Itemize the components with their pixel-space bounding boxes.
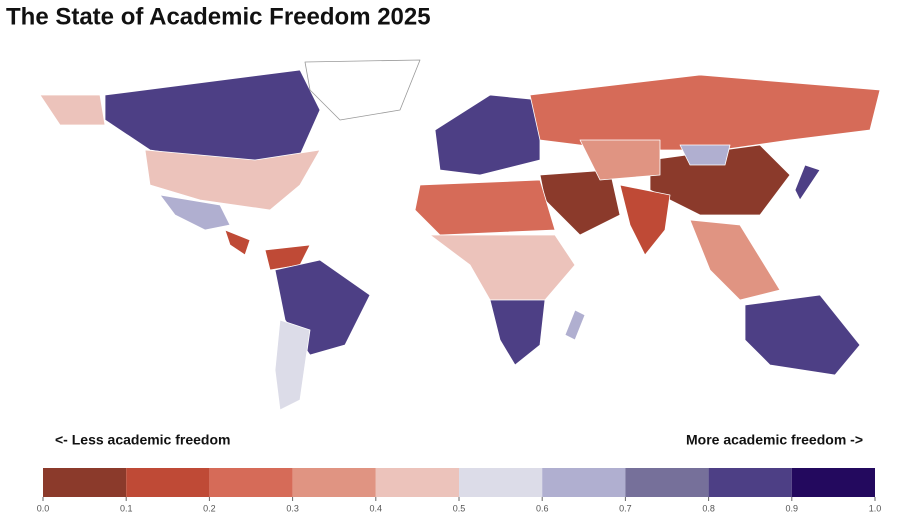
region — [104, 69, 321, 166]
color-bar: 0.0 0.1 0.2 0.3 0.4 0.5 0.6 0.7 0.8 0.9 1.0 — [37, 468, 882, 513]
legend-left-label: <- Less academic freedom — [55, 432, 230, 448]
color-swatch — [625, 468, 709, 497]
color-swatch — [209, 468, 293, 497]
region — [274, 319, 311, 411]
color-swatch — [292, 468, 376, 497]
tick-label: 0.8 — [702, 503, 715, 513]
region — [489, 299, 546, 366]
color-swatch — [542, 468, 626, 497]
tick-label: 0.4 — [370, 503, 383, 513]
tick-label: 0.3 — [286, 503, 299, 513]
tick-label: 0.6 — [536, 503, 549, 513]
tick-label: 0.1 — [120, 503, 133, 513]
tick-label: 0.0 — [37, 503, 50, 513]
region — [564, 309, 586, 341]
region — [429, 234, 576, 301]
region — [159, 194, 231, 231]
region — [744, 294, 861, 376]
color-swatch — [126, 468, 210, 497]
region — [434, 94, 541, 176]
title: The State of Academic Freedom 2025 — [6, 3, 431, 30]
color-swatch — [791, 468, 875, 497]
region — [679, 144, 731, 166]
region — [39, 94, 106, 126]
world-map — [39, 59, 881, 411]
legend-right-label: More academic freedom -> — [686, 432, 863, 448]
tick-label: 0.5 — [453, 503, 466, 513]
tick-label: 0.9 — [786, 503, 799, 513]
region — [224, 229, 251, 256]
region — [144, 149, 321, 211]
color-swatch — [43, 468, 127, 497]
color-swatch — [459, 468, 543, 497]
region — [579, 139, 661, 181]
tick-label: 0.2 — [203, 503, 216, 513]
region — [619, 184, 671, 256]
region — [304, 59, 421, 121]
color-swatch — [375, 468, 459, 497]
region — [794, 164, 821, 201]
color-swatch — [708, 468, 792, 497]
region — [649, 144, 791, 216]
region — [414, 179, 556, 236]
tick-label: 1.0 — [869, 503, 882, 513]
region — [689, 219, 781, 301]
tick-label: 0.7 — [619, 503, 632, 513]
region — [529, 74, 881, 151]
